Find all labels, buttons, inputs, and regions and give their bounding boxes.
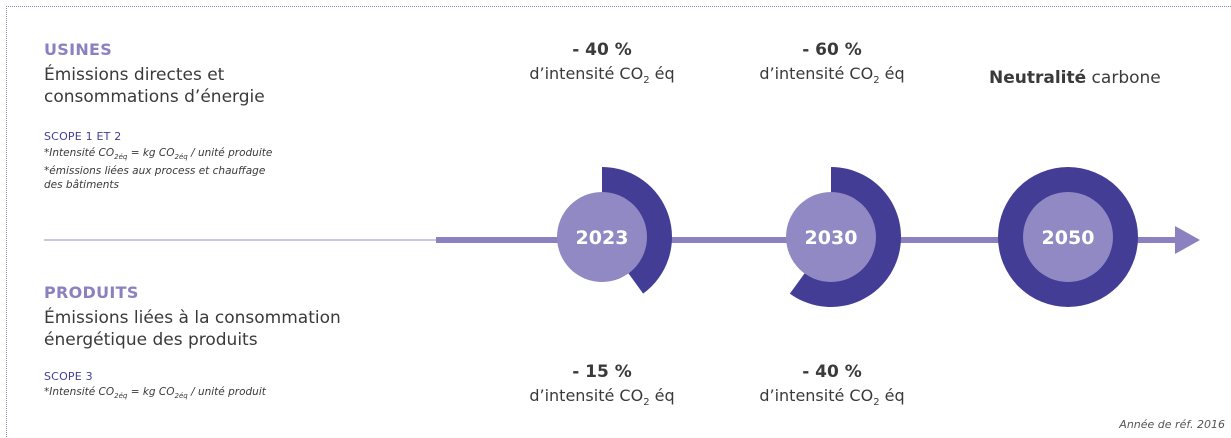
timeline-arrow-icon bbox=[1175, 226, 1200, 254]
usines-pct-2030: - 60 % bbox=[802, 40, 862, 60]
year-label-2023: 2023 bbox=[576, 227, 629, 249]
usines-note-line3: des bâtiments bbox=[44, 179, 119, 192]
reference-year: Année de réf. 2016 bbox=[1119, 418, 1225, 431]
neutrality-label: Neutralité carbone bbox=[989, 68, 1161, 88]
year-circle-2023 bbox=[557, 192, 647, 282]
usines-note-line2: *émissions liées aux process et chauffag… bbox=[44, 165, 266, 178]
usines-intensity-2023: d’intensité CO2 éq bbox=[529, 64, 675, 87]
year-label-2030: 2030 bbox=[805, 227, 858, 249]
produits-note-formula: *Intensité CO2éq = kg CO2éq / unité prod… bbox=[44, 386, 266, 401]
usines-desc-line1: Émissions directes et bbox=[44, 65, 225, 85]
year-circle-2050 bbox=[1023, 192, 1113, 282]
produits-desc-line1: Émissions liées à la consommation bbox=[44, 308, 341, 328]
usines-note-formula: *Intensité CO2éq = kg CO2éq / unité prod… bbox=[44, 147, 273, 162]
produits-notes: *Intensité CO2éq = kg CO2éq / unité prod… bbox=[44, 385, 266, 403]
usines-pct-2023: - 40 % bbox=[572, 40, 632, 60]
produits-pct-2030: - 40 % bbox=[802, 362, 862, 382]
produits-desc-line2: énergétique des produits bbox=[44, 330, 258, 350]
usines-title: USINES bbox=[44, 40, 113, 59]
produits-pct-2023: - 15 % bbox=[572, 362, 632, 382]
produits-title: PRODUITS bbox=[44, 283, 139, 302]
produits-intensity-2023: d’intensité CO2 éq bbox=[529, 386, 675, 409]
usines-desc-line2: consommations d’énergie bbox=[44, 87, 265, 107]
year-circle-2030 bbox=[786, 192, 876, 282]
produits-description: Émissions liées à la consommation énergé… bbox=[44, 307, 341, 351]
usines-notes: *Intensité CO2éq = kg CO2éq / unité prod… bbox=[44, 146, 272, 192]
usines-intensity-2030: d’intensité CO2 éq bbox=[759, 64, 905, 87]
produits-scope: SCOPE 3 bbox=[44, 370, 93, 383]
produits-intensity-2030: d’intensité CO2 éq bbox=[759, 386, 905, 409]
dotted-frame bbox=[6, 6, 1231, 437]
year-label-2050: 2050 bbox=[1042, 227, 1095, 249]
usines-scope: SCOPE 1 ET 2 bbox=[44, 130, 122, 143]
usines-description: Émissions directes et consommations d’én… bbox=[44, 64, 265, 108]
